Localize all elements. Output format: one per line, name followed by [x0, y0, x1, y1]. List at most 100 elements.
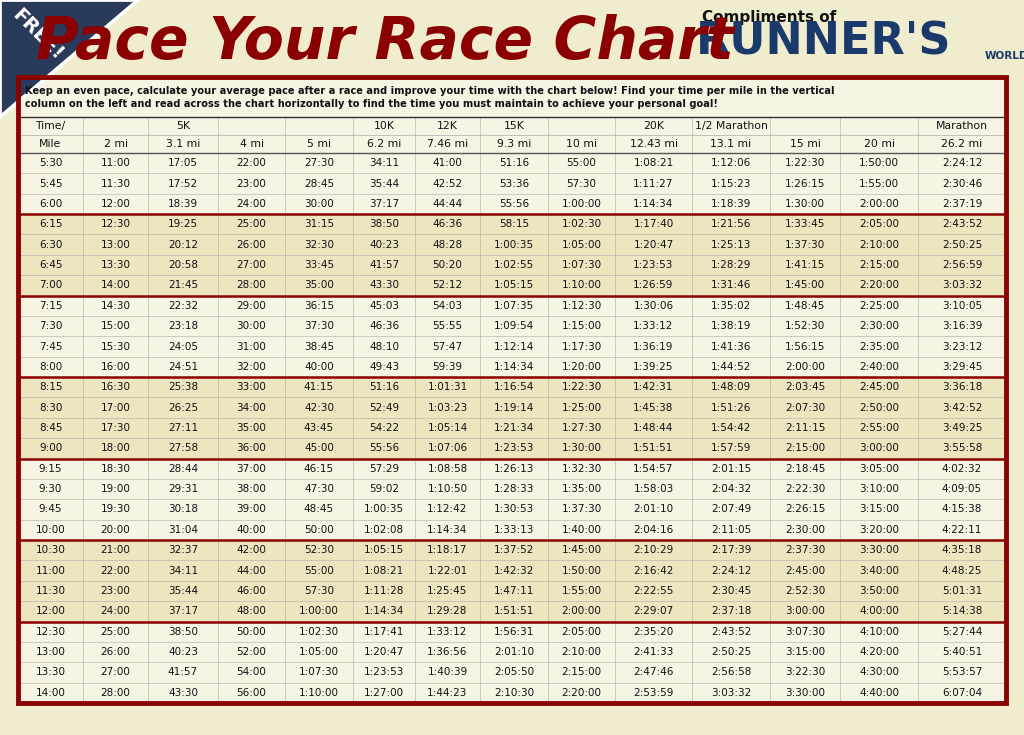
Text: 14:00: 14:00 — [36, 688, 66, 698]
Text: 1:39:25: 1:39:25 — [633, 362, 674, 372]
Text: 1:12:06: 1:12:06 — [711, 158, 752, 168]
Text: 52:30: 52:30 — [304, 545, 334, 555]
Bar — [19, 295, 1005, 316]
Text: 25:38: 25:38 — [168, 382, 198, 392]
Text: 40:00: 40:00 — [237, 525, 266, 535]
Text: 57:30: 57:30 — [566, 179, 597, 189]
Text: 22:00: 22:00 — [237, 158, 266, 168]
Text: 1:51:51: 1:51:51 — [633, 443, 674, 453]
Text: 1:02:55: 1:02:55 — [494, 260, 535, 270]
Text: 1:02:30: 1:02:30 — [299, 627, 339, 637]
Text: 3:00:00: 3:00:00 — [785, 606, 825, 617]
Text: 1:22:01: 1:22:01 — [427, 566, 468, 576]
Text: 6:15: 6:15 — [39, 219, 62, 229]
Bar — [19, 520, 1005, 540]
Text: 30:18: 30:18 — [168, 504, 198, 514]
Text: 43:45: 43:45 — [304, 423, 334, 433]
Text: 59:02: 59:02 — [369, 484, 399, 494]
Text: 2:26:15: 2:26:15 — [784, 504, 825, 514]
Text: 1:41:36: 1:41:36 — [711, 342, 752, 351]
Text: 1:38:19: 1:38:19 — [711, 321, 752, 331]
Text: 1:05:14: 1:05:14 — [427, 423, 468, 433]
Text: 2:30:45: 2:30:45 — [711, 586, 752, 596]
Text: 1:02:08: 1:02:08 — [364, 525, 404, 535]
Text: 1:14:34: 1:14:34 — [494, 362, 535, 372]
Text: 13:00: 13:00 — [100, 240, 130, 250]
Text: 2:07:30: 2:07:30 — [785, 403, 825, 412]
Text: 3.1 mi: 3.1 mi — [166, 139, 200, 149]
Text: 35:00: 35:00 — [304, 281, 334, 290]
Text: 18:00: 18:00 — [100, 443, 130, 453]
Bar — [19, 662, 1005, 683]
Text: 1:48:09: 1:48:09 — [711, 382, 752, 392]
Text: 3:22:30: 3:22:30 — [784, 667, 825, 678]
Text: 4:00:00: 4:00:00 — [859, 606, 899, 617]
Text: 4:40:00: 4:40:00 — [859, 688, 899, 698]
Text: 1:07:35: 1:07:35 — [494, 301, 535, 311]
Text: 5:30: 5:30 — [39, 158, 62, 168]
Text: 2:29:07: 2:29:07 — [634, 606, 674, 617]
Text: 1:51:26: 1:51:26 — [711, 403, 752, 412]
Text: 2:11:15: 2:11:15 — [784, 423, 825, 433]
Text: 38:50: 38:50 — [168, 627, 198, 637]
Text: 17:05: 17:05 — [168, 158, 198, 168]
Bar — [19, 581, 1005, 601]
Text: 37:17: 37:17 — [168, 606, 198, 617]
Text: 48:45: 48:45 — [304, 504, 334, 514]
Text: 34:11: 34:11 — [168, 566, 198, 576]
Text: 16:00: 16:00 — [100, 362, 130, 372]
Text: 3:49:25: 3:49:25 — [942, 423, 982, 433]
Text: 1:25:00: 1:25:00 — [561, 403, 601, 412]
Text: 13.1 mi: 13.1 mi — [711, 139, 752, 149]
Text: 20K: 20K — [643, 121, 664, 131]
Text: 3:00:00: 3:00:00 — [859, 443, 899, 453]
Text: 24:00: 24:00 — [237, 199, 266, 209]
Text: 47:30: 47:30 — [304, 484, 334, 494]
Text: 58:15: 58:15 — [499, 219, 529, 229]
Text: 1:33:13: 1:33:13 — [494, 525, 535, 535]
Bar — [18, 77, 1006, 703]
Text: 8:30: 8:30 — [39, 403, 62, 412]
Text: 3:10:00: 3:10:00 — [859, 484, 899, 494]
Text: 32:30: 32:30 — [304, 240, 334, 250]
Text: 4 mi: 4 mi — [240, 139, 263, 149]
Text: 28:44: 28:44 — [168, 464, 198, 474]
Text: 3:03:32: 3:03:32 — [711, 688, 752, 698]
Text: 3:05:00: 3:05:00 — [859, 464, 899, 474]
Text: 50:00: 50:00 — [304, 525, 334, 535]
Text: 2:56:59: 2:56:59 — [942, 260, 982, 270]
Text: 3:03:32: 3:03:32 — [942, 281, 982, 290]
Text: 54:22: 54:22 — [369, 423, 399, 433]
Text: 46:36: 46:36 — [369, 321, 399, 331]
Text: 1:54:57: 1:54:57 — [633, 464, 674, 474]
Text: 3:15:00: 3:15:00 — [785, 647, 825, 657]
Bar — [19, 459, 1005, 479]
Text: 1:23:53: 1:23:53 — [633, 260, 674, 270]
Text: 3:50:00: 3:50:00 — [859, 586, 899, 596]
Text: 35:44: 35:44 — [369, 179, 399, 189]
Text: 57:47: 57:47 — [432, 342, 463, 351]
Text: 2:22:55: 2:22:55 — [633, 586, 674, 596]
Bar — [19, 642, 1005, 662]
Bar — [19, 398, 1005, 417]
Text: 7.46 mi: 7.46 mi — [427, 139, 468, 149]
Text: 2:07:49: 2:07:49 — [711, 504, 752, 514]
Text: 2:01:15: 2:01:15 — [711, 464, 752, 474]
Text: 1:27:00: 1:27:00 — [364, 688, 404, 698]
Text: 2:45:00: 2:45:00 — [859, 382, 899, 392]
Text: 1:10:50: 1:10:50 — [427, 484, 468, 494]
Bar — [19, 194, 1005, 214]
Text: 3:07:30: 3:07:30 — [785, 627, 825, 637]
Text: 46:00: 46:00 — [237, 586, 266, 596]
Text: 2:50:25: 2:50:25 — [942, 240, 982, 250]
Bar — [19, 234, 1005, 255]
Text: 1:26:59: 1:26:59 — [633, 281, 674, 290]
Text: 11:30: 11:30 — [100, 179, 130, 189]
Text: 9:00: 9:00 — [39, 443, 62, 453]
Text: 22:32: 22:32 — [168, 301, 198, 311]
Text: 1:17:40: 1:17:40 — [634, 219, 674, 229]
Text: 1:29:28: 1:29:28 — [427, 606, 468, 617]
Text: 28:00: 28:00 — [237, 281, 266, 290]
Text: 37:00: 37:00 — [237, 464, 266, 474]
Text: 10:30: 10:30 — [36, 545, 66, 555]
